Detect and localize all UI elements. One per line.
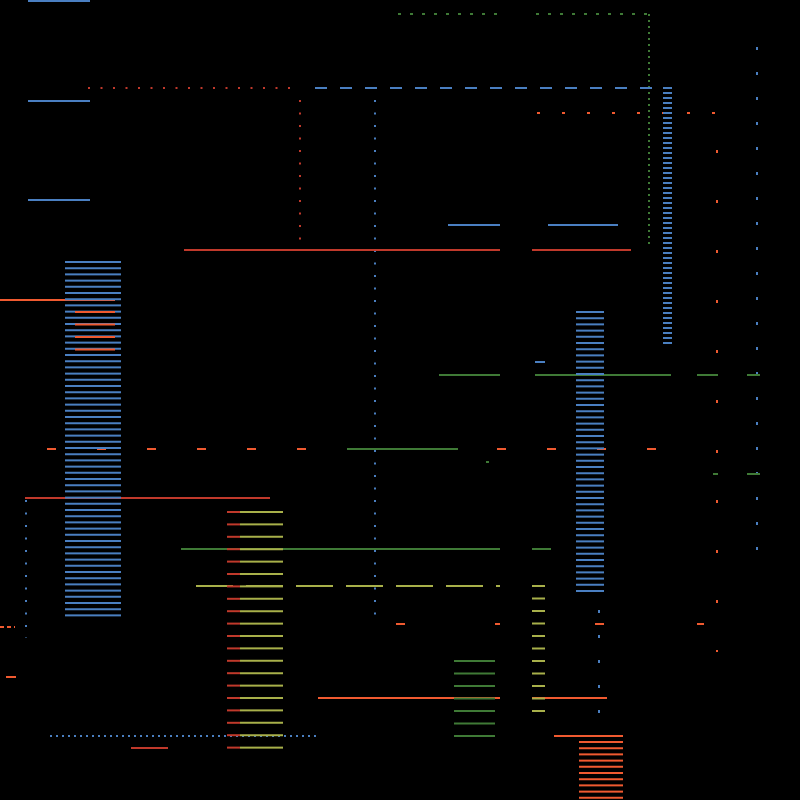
stripe-blocks <box>65 87 672 799</box>
lines <box>0 0 760 749</box>
